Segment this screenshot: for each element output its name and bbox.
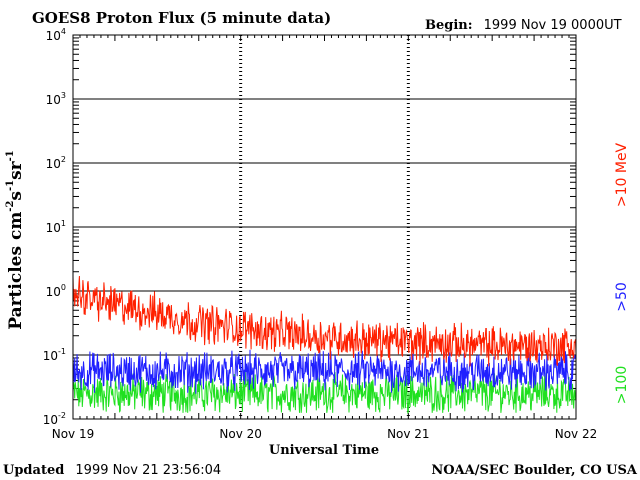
y-tick-label: 10-2	[43, 411, 66, 427]
data-series	[72, 275, 577, 414]
x-tick-labels: Nov 19 Nov 20 Nov 21 Nov 22	[52, 427, 598, 441]
begin-value: 1999 Nov 19 0000UT	[484, 18, 622, 33]
y-tick-label: 101	[46, 219, 66, 235]
energy-label-50: >50	[614, 282, 630, 312]
energy-label-100: >100	[614, 366, 630, 404]
x-axis-label: Universal Time	[269, 443, 379, 458]
series-line	[72, 275, 577, 367]
y-tick-label: 100	[46, 283, 66, 299]
x-tick-label: Nov 22	[555, 427, 598, 441]
y-tick-label: 103	[46, 91, 66, 107]
y-tick-labels: 10-2 10-1 100 101 102 103 104	[43, 27, 66, 427]
x-tick-label: Nov 19	[52, 427, 95, 441]
updated-value: 1999 Nov 21 23:56:04	[75, 463, 221, 478]
chart-title: GOES8 Proton Flux (5 minute data)	[32, 9, 331, 27]
series-line	[72, 349, 577, 394]
y-tick-label: 104	[46, 27, 66, 43]
x-tick-label: Nov 21	[387, 427, 430, 441]
series-line	[72, 371, 577, 414]
y-tick-label: 10-1	[43, 347, 66, 363]
y-tick-label: 102	[46, 155, 66, 171]
plot-frame	[72, 34, 577, 420]
begin-text: Begin: 1999 Nov 19 0000UT	[425, 14, 622, 33]
x-tick-label: Nov 20	[219, 427, 262, 441]
updated-text: Updated 1999 Nov 21 23:56:04	[3, 459, 221, 478]
energy-label-10mev: >10 MeV	[614, 142, 630, 207]
begin-label: Begin:	[425, 18, 473, 33]
updated-label: Updated	[3, 463, 64, 478]
credit-text: NOAA/SEC Boulder, CO USA	[431, 463, 638, 478]
y-axis-label: Particles cm-2s-1sr-1	[5, 150, 26, 330]
gridlines	[73, 34, 576, 420]
